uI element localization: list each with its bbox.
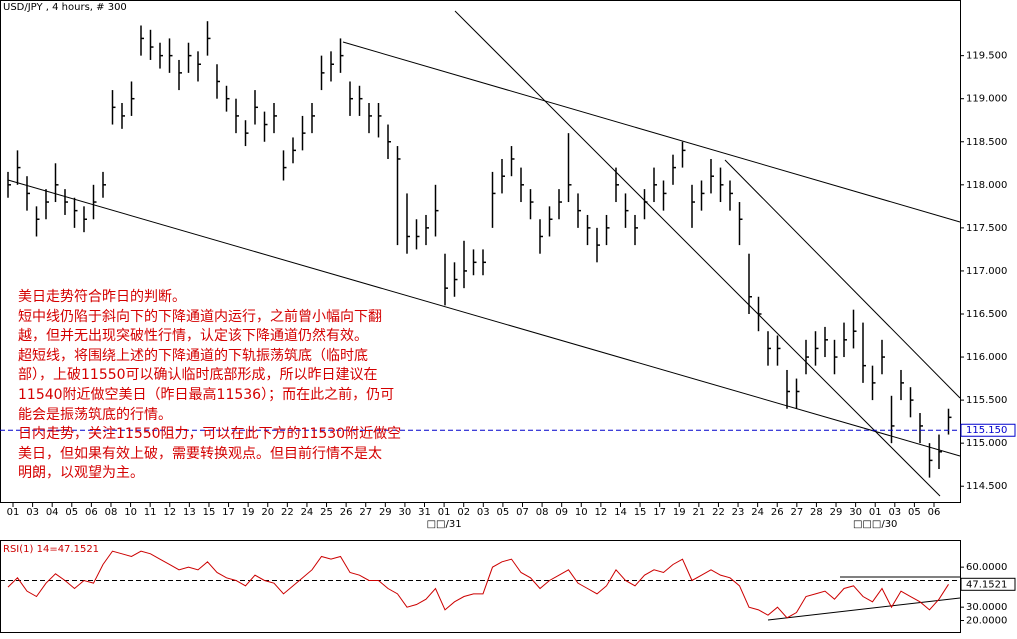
month-label: □□/31 — [427, 519, 462, 530]
x-tick-label: 27 — [790, 507, 803, 518]
annotation-line: 明朗，以观望为主。 — [18, 465, 144, 482]
x-tick-label: 06 — [85, 507, 98, 518]
x-tick-label: 02 — [457, 507, 470, 518]
rsi-title: RSI(1) 14=47.1521 — [3, 544, 99, 555]
rsi-panel — [0, 540, 961, 633]
trend-line — [724, 159, 961, 399]
y-tick-label: 116.500 — [966, 309, 1007, 320]
month-label: □□□/30 — [853, 519, 897, 530]
rsi-line — [7, 550, 949, 619]
annotation-line: 美日走势符合昨日的判断。 — [18, 289, 186, 305]
x-tick-label: 24 — [751, 507, 764, 518]
y-tick-label: 118.000 — [966, 180, 1007, 191]
x-tick-label: 01 — [869, 507, 882, 518]
x-tick-label: 05 — [65, 507, 78, 518]
price-panel — [0, 0, 961, 503]
y-tick-label: 20.0000 — [966, 616, 1007, 627]
x-tick-label: 19 — [242, 507, 255, 518]
y-tick-label: 115.000 — [966, 438, 1007, 449]
x-tick-label: 30 — [399, 507, 412, 518]
x-tick-label: 29 — [379, 507, 392, 518]
annotation-line: 美日，但如果有效上破，需要转换观点。但目前行情不是太 — [18, 445, 382, 462]
x-tick-label: 30 — [849, 507, 862, 518]
y-tick-label: 119.000 — [966, 94, 1007, 105]
x-tick-label: 12 — [163, 507, 176, 518]
x-tick-label: 21 — [692, 507, 705, 518]
x-tick-label: 26 — [340, 507, 353, 518]
x-tick-label: 15 — [634, 507, 647, 518]
y-tick-label: 115.500 — [966, 395, 1007, 406]
annotation-line: 11540附近做空美日（昨日最高11536）；而在此之前，仍可 — [18, 386, 395, 403]
annotation-line: 部），上破11550可以确认临时底部形成，所以昨日建议在 — [18, 367, 378, 384]
chart-title: USD/JPY , 4 hours, # 300 — [3, 2, 127, 13]
y-tick-label: 117.000 — [966, 266, 1007, 277]
x-tick-label: 25 — [320, 507, 333, 518]
x-tick-label: 27 — [359, 507, 372, 518]
annotation-line: 日内走势，关注11550阻力，可以在此下方的11530附近做空 — [18, 426, 402, 443]
y-tick-label: 60.0000 — [966, 562, 1007, 573]
x-tick-label: 20 — [261, 507, 274, 518]
x-tick-label: 01 — [7, 507, 20, 518]
y-tick-label: 118.500 — [966, 137, 1007, 148]
x-tick-label: 23 — [732, 507, 745, 518]
y-tick-label: 30.0000 — [966, 602, 1007, 613]
current-price-box — [960, 423, 1016, 437]
x-tick-label: 31 — [418, 507, 431, 518]
x-tick-label: 03 — [888, 507, 901, 518]
trend-line — [7, 179, 961, 457]
x-tick-label: 05 — [497, 507, 510, 518]
trend-line — [454, 10, 941, 497]
annotation-line: 能会是振荡筑底的行情。 — [18, 406, 172, 423]
x-tick-label: 17 — [222, 507, 235, 518]
x-tick-label: 29 — [830, 507, 843, 518]
y-tick-label: 114.500 — [966, 481, 1007, 492]
x-tick-label: 22 — [281, 507, 294, 518]
x-tick-label: 10 — [575, 507, 588, 518]
x-tick-label: 15 — [203, 507, 216, 518]
x-tick-label: 03 — [26, 507, 39, 518]
x-tick-label: 08 — [536, 507, 549, 518]
x-tick-label: 08 — [105, 507, 118, 518]
current-price-label: 115.150 — [966, 425, 1007, 436]
annotation-line: 短中线仍陷于斜向下的下降通道内运行，之前曾小幅向下翻 — [18, 308, 382, 325]
x-tick-label: 12 — [595, 507, 608, 518]
x-tick-label: 07 — [516, 507, 529, 518]
rsi-current-label: 47.1521 — [966, 579, 1007, 590]
x-tick-label: 22 — [712, 507, 725, 518]
x-tick-label: 28 — [810, 507, 823, 518]
x-tick-label: 24 — [301, 507, 314, 518]
x-tick-label: 14 — [614, 507, 627, 518]
x-tick-label: 19 — [673, 507, 686, 518]
y-tick-label: 119.500 — [966, 51, 1007, 62]
x-tick-label: 05 — [908, 507, 921, 518]
annotation-line: 越，但并无出现突破性行情，认定该下降通道仍然有效。 — [18, 328, 368, 345]
x-tick-label: 01 — [438, 507, 451, 518]
x-tick-label: 03 — [477, 507, 490, 518]
x-tick-label: 11 — [144, 507, 157, 518]
annotation: 美日走势符合昨日的判断。短中线仍陷于斜向下的下降通道内运行，之前曾小幅向下翻 越，… — [18, 288, 401, 484]
x-tick-label: 09 — [555, 507, 568, 518]
trend-line — [342, 41, 961, 223]
x-tick-label: 13 — [183, 507, 196, 518]
y-tick-label: 117.500 — [966, 223, 1007, 234]
x-tick-label: 17 — [653, 507, 666, 518]
x-tick-label: 04 — [46, 507, 59, 518]
x-tick-label: 26 — [771, 507, 784, 518]
annotation-line: 超短线，将围绕上述的下降通道的下轨振荡筑底（临时底 — [18, 347, 368, 364]
x-tick-label: 10 — [124, 507, 137, 518]
trend-line — [767, 597, 961, 621]
x-tick-label: 06 — [928, 507, 941, 518]
y-tick-label: 116.000 — [966, 352, 1007, 363]
rsi-current-box — [960, 577, 1016, 591]
